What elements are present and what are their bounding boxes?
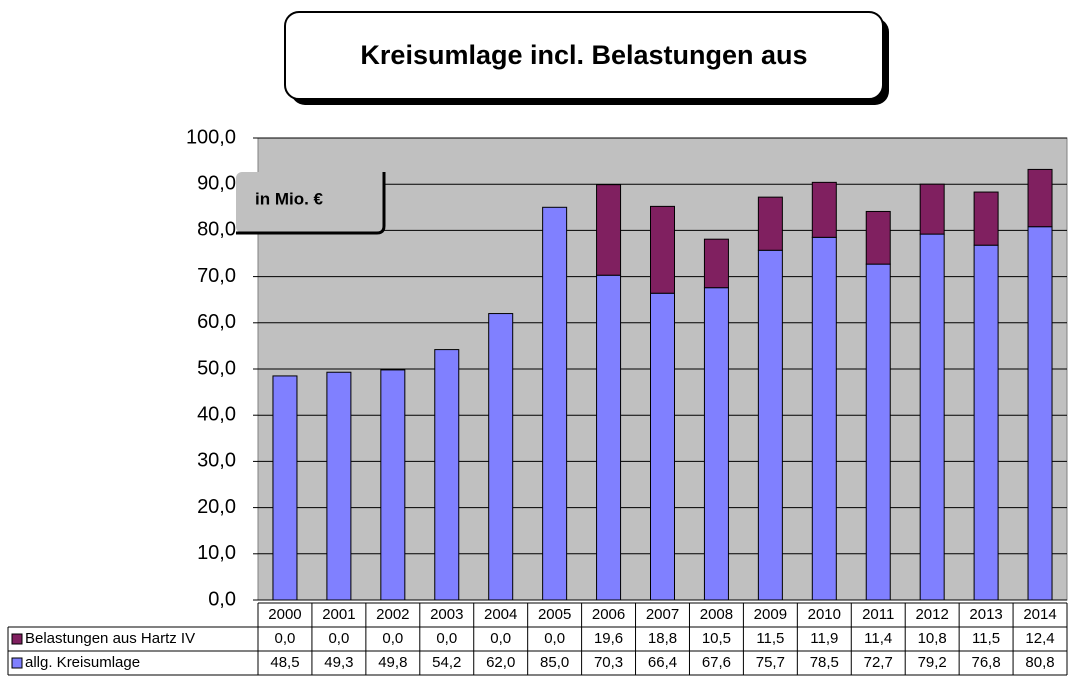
bar-segment [811, 181, 837, 238]
table-value: 80,8 [1025, 654, 1054, 671]
bar-segment [811, 236, 837, 601]
legend-label: Belastungen aus Hartz IV [25, 630, 195, 647]
bar-segment [973, 191, 999, 246]
x-tick-label: 2001 [322, 606, 355, 623]
table-value: 70,3 [594, 654, 623, 671]
bar-segment [703, 238, 729, 289]
y-tick-label: 50,0 [197, 357, 236, 379]
bar-segment [703, 287, 729, 601]
legend-label: allg. Kreisumlage [25, 654, 140, 671]
bar-segment [488, 313, 514, 601]
table-value: 66,4 [648, 654, 677, 671]
table-value: 72,7 [864, 654, 893, 671]
table-value: 0,0 [490, 630, 511, 647]
table-value: 75,7 [756, 654, 785, 671]
table-value: 0,0 [275, 630, 296, 647]
y-tick-label: 30,0 [197, 450, 236, 472]
table-value: 10,8 [918, 630, 947, 647]
bar-segment [542, 206, 568, 601]
bar-segment [865, 210, 891, 265]
table-value: 62,0 [486, 654, 515, 671]
table-value: 67,6 [702, 654, 731, 671]
bar-segment [650, 292, 675, 601]
chart-title: Kreisumlage incl. Belastungen aus [360, 40, 807, 70]
annotation-border [236, 172, 386, 235]
table-value: 0,0 [328, 630, 349, 647]
table-value: 0,0 [544, 630, 565, 647]
legend-swatch [11, 633, 23, 645]
annotation-box [236, 172, 384, 233]
bar-segment [757, 196, 783, 251]
y-tick-label: 20,0 [197, 496, 236, 518]
x-tick-label: 2004 [484, 606, 517, 623]
bar-segment [272, 375, 298, 601]
bar-segment [1027, 226, 1053, 601]
table-value: 18,8 [648, 630, 677, 647]
legend-swatch [11, 657, 23, 669]
y-tick-label: 0,0 [208, 588, 236, 610]
y-tick-label: 70,0 [197, 265, 236, 287]
table-value: 11,5 [756, 630, 784, 647]
table-value: 85,0 [540, 654, 569, 671]
x-tick-label: 2011 [862, 606, 894, 623]
x-tick-label: 2013 [969, 606, 1002, 623]
bar-segment [919, 233, 945, 601]
x-tick-label: 2005 [538, 606, 571, 623]
bar-segment [650, 205, 675, 294]
x-tick-label: 2003 [430, 606, 463, 623]
bar-segment [865, 263, 891, 601]
table-value: 0,0 [382, 630, 403, 647]
y-tick-label: 90,0 [197, 172, 236, 194]
bar-segment [973, 244, 999, 601]
table-value: 19,6 [594, 630, 623, 647]
y-tick-label: 60,0 [197, 311, 236, 333]
x-tick-label: 2014 [1023, 606, 1056, 623]
annotation: in Mio. € [255, 189, 324, 208]
table-value: 76,8 [971, 654, 1000, 671]
title-box [284, 11, 884, 100]
table-value: 10,5 [702, 630, 731, 647]
table-value: 49,3 [324, 654, 353, 671]
y-tick-label: 40,0 [197, 403, 236, 425]
bar-segment [326, 371, 352, 601]
bar-segment [1027, 168, 1053, 228]
table-value: 0,0 [436, 630, 457, 647]
x-tick-label: 2012 [915, 606, 948, 623]
x-tick-label: 2009 [754, 606, 787, 623]
table-value: 11,5 [972, 630, 1000, 647]
y-tick-label: 10,0 [197, 542, 236, 564]
y-tick-label: 80,0 [197, 219, 236, 241]
bar-segment [919, 183, 945, 235]
x-tick-label: 2007 [646, 606, 679, 623]
bar-segment [596, 274, 622, 601]
bar-segment [757, 249, 783, 601]
x-tick-label: 2002 [376, 606, 409, 623]
bar-segment [434, 349, 460, 601]
table-value: 11,4 [864, 630, 892, 647]
table-value: 48,5 [270, 654, 299, 671]
x-tick-label: 2000 [268, 606, 301, 623]
x-tick-label: 2008 [700, 606, 733, 623]
x-tick-label: 2006 [592, 606, 625, 623]
bar-segment [596, 184, 622, 276]
table-value: 11,9 [810, 630, 838, 647]
x-tick-label: 2010 [808, 606, 841, 623]
table-value: 12,4 [1025, 630, 1054, 647]
table-value: 49,8 [378, 654, 407, 671]
y-tick-label: 100,0 [186, 126, 236, 148]
table-value: 54,2 [432, 654, 461, 671]
table-value: 78,5 [810, 654, 839, 671]
table-value: 79,2 [918, 654, 947, 671]
bar-segment [380, 369, 406, 601]
